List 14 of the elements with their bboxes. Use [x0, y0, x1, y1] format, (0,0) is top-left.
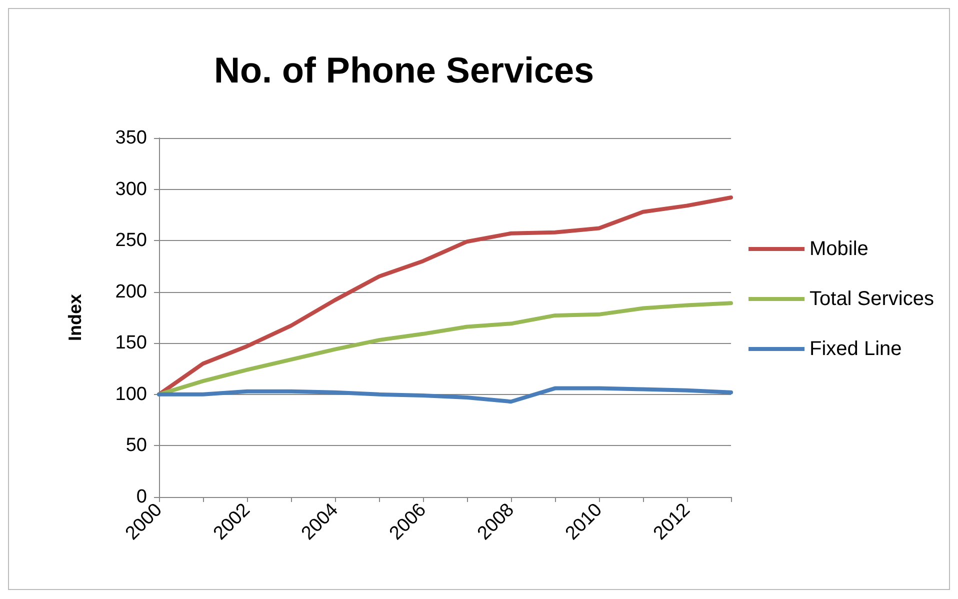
legend-label: Total Services — [810, 288, 934, 310]
y-tick-label: 300 — [115, 178, 147, 200]
y-axis-title: Index — [65, 294, 85, 342]
y-tick-label: 0 — [136, 486, 147, 508]
legend-label: Fixed Line — [810, 338, 902, 360]
y-tick-label: 150 — [115, 332, 147, 354]
y-tick-label: 200 — [115, 281, 147, 302]
y-tick-label: 350 — [115, 128, 147, 148]
y-tick-label: 50 — [126, 435, 147, 456]
line-series — [157, 386, 733, 404]
y-tick-label: 250 — [115, 230, 147, 252]
chart-title: No. of Phone Services — [214, 50, 594, 90]
y-tick-label: 100 — [115, 384, 147, 405]
legend-label: Mobile — [810, 238, 868, 260]
